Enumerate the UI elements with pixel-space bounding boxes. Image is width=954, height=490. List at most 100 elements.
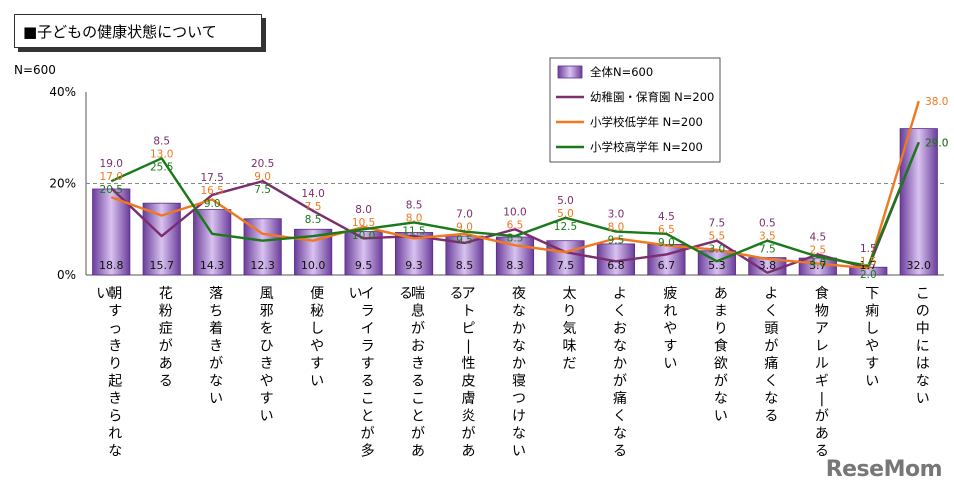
category-label-char: す (865, 356, 879, 372)
category-label-char: ら (108, 409, 122, 425)
category-label-char: る (613, 444, 627, 460)
line-value-label: 8.0 (355, 204, 372, 216)
line-value-label: 9.0 (658, 237, 675, 249)
category-label-char: | (466, 339, 471, 355)
line-value-label: 8.5 (406, 199, 423, 211)
bar-value-label: 12.3 (250, 259, 275, 272)
line-value-label: 8.5 (507, 232, 524, 244)
category-label-char: い (512, 444, 526, 460)
category-label-char: 落 (209, 286, 223, 302)
line-value-label: 3.0 (709, 244, 726, 256)
line-value-label: 3.5 (759, 231, 776, 243)
category-label-char: こ (411, 391, 425, 407)
line-value-label: 5.0 (557, 195, 574, 207)
category-label-char: イ (361, 321, 375, 337)
category-label-char: ラ (361, 339, 375, 355)
bar (193, 209, 232, 276)
category-label-char: に (916, 339, 930, 355)
category-label-char: お (613, 321, 627, 337)
category-label-char: か (613, 356, 627, 372)
category-label-char: 性 (462, 356, 476, 372)
bar (243, 218, 282, 276)
category-label-char: あ (159, 356, 173, 372)
legend-label: 小学校低学年 N=200 (590, 115, 703, 129)
category-label-char: い (209, 391, 223, 407)
category-label-char: こ (916, 286, 930, 302)
bar-value-label: 3.8 (759, 259, 777, 272)
line-value-label: 19.0 (100, 158, 123, 170)
line-value-label: 7.5 (305, 201, 322, 213)
category-label-char: あ (462, 444, 476, 460)
line-value-label: 8.0 (406, 212, 423, 224)
category-label-char: 風 (260, 286, 274, 302)
category-label-char: し (865, 321, 879, 337)
category-label-char: ま (714, 304, 728, 320)
bar (899, 128, 938, 276)
category-label-char: 太 (562, 286, 576, 302)
category-label-char: を (260, 321, 274, 337)
category-label-char: し (310, 321, 324, 337)
category-label-char: 疲 (663, 285, 677, 302)
category-label-char: 花 (159, 286, 173, 302)
category-label-char: な (512, 426, 526, 442)
category-label-char: こ (361, 391, 375, 407)
category-label-char: 夜 (512, 286, 526, 302)
category-label-char: る (159, 374, 173, 390)
category-label-char: な (764, 391, 778, 407)
category-label-char: る (411, 374, 425, 390)
category-label-char: 痛 (613, 390, 627, 407)
y-tick-label: 40% (49, 85, 76, 99)
category-label-char: い (260, 409, 274, 425)
legend-swatch (557, 65, 583, 79)
category-label-char: が (714, 374, 728, 390)
category-label-char: 寝 (512, 373, 526, 390)
category-label-char: 症 (159, 321, 173, 337)
category-label-char: き (411, 356, 425, 372)
line-value-label: 2.0 (860, 269, 877, 281)
line-value-label: 9.0 (204, 198, 221, 210)
category-label-char: や (865, 339, 879, 355)
category-label-char: や (260, 374, 274, 390)
category-label-char: 炎 (462, 409, 476, 425)
category-label-char: ラ (361, 304, 375, 320)
category-label-char: 皮 (462, 374, 476, 390)
bar-value-label: 15.7 (149, 259, 174, 272)
line-value-label: 6.5 (658, 224, 675, 236)
category-label-char: り (714, 321, 728, 337)
category-label-char: く (764, 374, 778, 390)
category-label-char: お (411, 339, 425, 355)
category-label-char: い (865, 374, 879, 390)
category-label-char: よ (764, 286, 778, 302)
category-label-char: る (361, 374, 375, 390)
chart-title-box: ■子どもの健康状態について (14, 14, 262, 48)
line-value-label: 7.5 (254, 184, 271, 196)
category-label-char: す (663, 339, 677, 355)
legend-label: 全体N=600 (590, 65, 653, 79)
legend-label: 幼稚園・保育園 N=200 (590, 90, 714, 104)
category-label-char: い (663, 356, 677, 372)
category-label-char: す (260, 391, 274, 407)
category-label-char: な (613, 426, 627, 442)
category-label-char: な (714, 391, 728, 407)
category-label-char: な (613, 339, 627, 355)
line-value-label: 10.0 (503, 206, 526, 218)
category-label-char: だ (562, 356, 576, 372)
category-label-char: か (512, 356, 526, 372)
category-label-char: ア (462, 286, 476, 302)
category-label-char: れ (663, 304, 677, 320)
category-label-char: 息 (411, 303, 425, 320)
category-label-char: が (815, 409, 829, 425)
bar-value-label: 7.5 (557, 259, 575, 272)
category-label-char: あ (411, 444, 425, 460)
category-label-char: 中 (916, 321, 930, 337)
category-label-char: っ (108, 321, 122, 337)
category-label-char: り (108, 356, 122, 372)
category-label-char: が (613, 374, 627, 390)
